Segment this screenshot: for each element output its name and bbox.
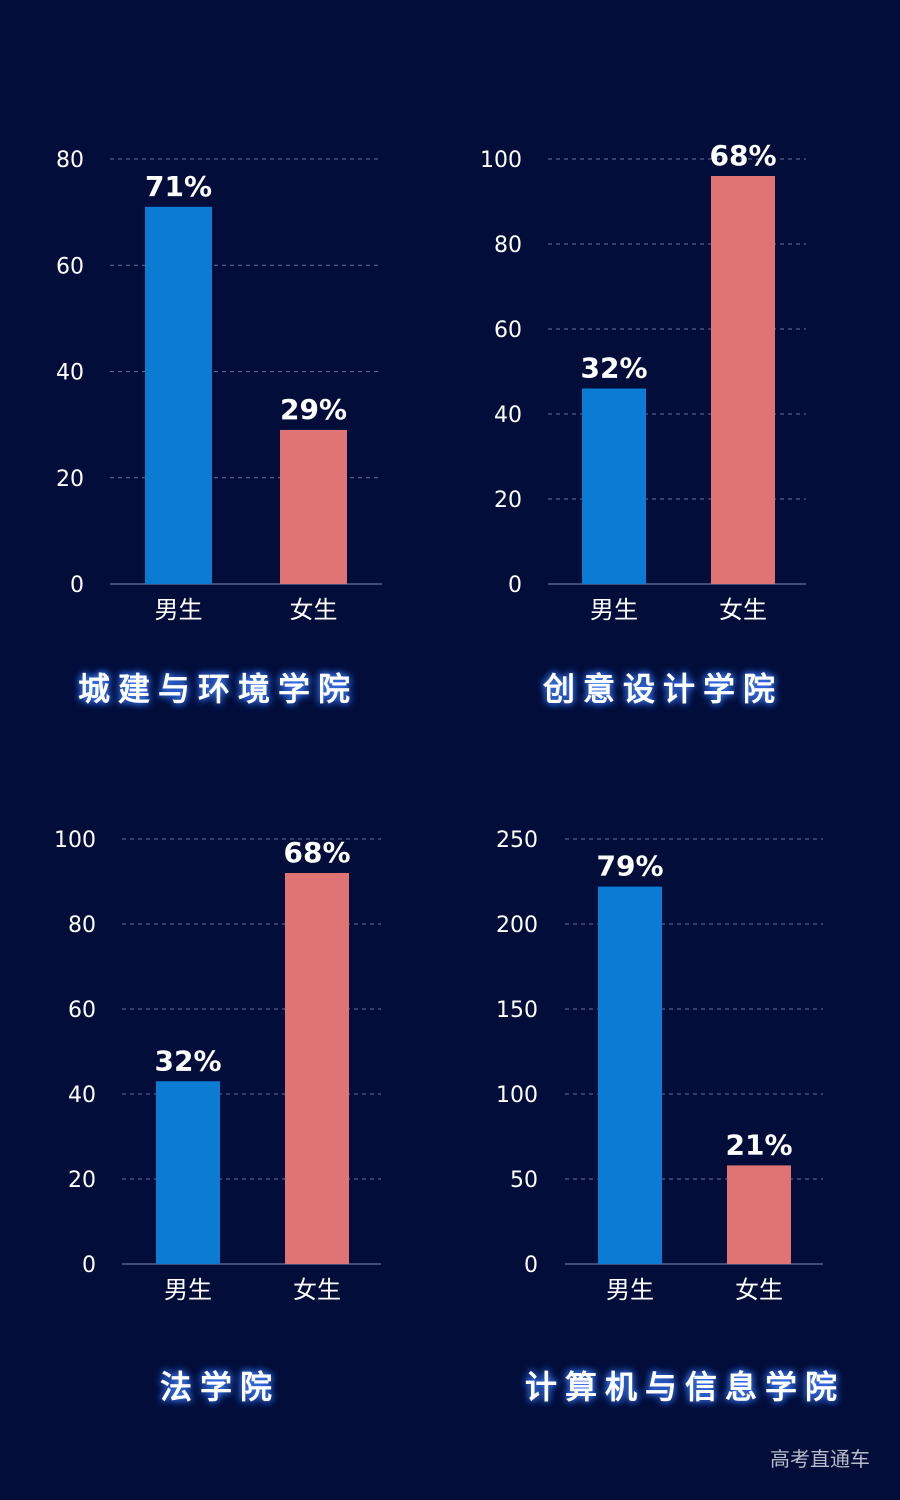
- category-label: 女生: [719, 596, 767, 624]
- bar-female: [280, 429, 347, 584]
- y-tick-label: 20: [494, 488, 522, 513]
- data-label: 68%: [283, 836, 350, 869]
- y-tick-label: 0: [82, 1253, 96, 1278]
- y-tick-label: 0: [70, 573, 84, 598]
- y-tick-label: 20: [56, 467, 84, 492]
- y-tick-label: 150: [496, 998, 538, 1023]
- bar-male: [156, 1081, 220, 1264]
- chart-title: 创意设计学院: [542, 670, 783, 708]
- category-label: 女生: [735, 1276, 783, 1304]
- data-label: 32%: [154, 1044, 221, 1077]
- y-tick-label: 60: [68, 998, 96, 1023]
- category-label: 男生: [164, 1276, 212, 1304]
- y-tick-label: 40: [56, 361, 84, 386]
- chart-title: 法学院: [160, 1368, 280, 1406]
- data-label: 68%: [709, 139, 776, 172]
- category-label: 男生: [590, 596, 638, 624]
- y-tick-label: 100: [480, 148, 522, 173]
- y-tick-label: 0: [508, 573, 522, 598]
- y-tick-label: 80: [68, 913, 96, 938]
- y-tick-label: 20: [68, 1168, 96, 1193]
- y-tick-label: 60: [56, 254, 84, 279]
- y-tick-label: 250: [496, 828, 538, 853]
- bar-male: [582, 388, 646, 584]
- bar-male: [598, 886, 662, 1264]
- data-label: 79%: [596, 850, 663, 883]
- bar-female: [711, 176, 775, 584]
- y-tick-label: 40: [68, 1083, 96, 1108]
- bar-female: [285, 873, 349, 1264]
- y-tick-label: 100: [496, 1083, 538, 1108]
- y-tick-label: 60: [494, 318, 522, 343]
- bar-female: [727, 1165, 791, 1264]
- category-label: 女生: [290, 596, 338, 624]
- category-label: 女生: [293, 1276, 341, 1304]
- chart-title: 城建与环境学院: [78, 670, 358, 708]
- y-tick-label: 200: [496, 913, 538, 938]
- y-tick-label: 80: [494, 233, 522, 258]
- y-tick-label: 50: [510, 1168, 538, 1193]
- watermark: 高考直通车: [770, 1447, 870, 1471]
- category-label: 男生: [155, 596, 203, 624]
- data-label: 29%: [280, 393, 347, 426]
- y-tick-label: 100: [54, 828, 96, 853]
- y-tick-label: 80: [56, 148, 84, 173]
- y-tick-label: 0: [524, 1253, 538, 1278]
- bar-male: [145, 206, 212, 584]
- category-label: 男生: [606, 1276, 654, 1304]
- chart-title: 计算机与信息学院: [525, 1368, 845, 1406]
- data-label: 71%: [145, 170, 212, 203]
- data-label: 32%: [580, 352, 647, 385]
- data-label: 21%: [725, 1128, 792, 1161]
- y-tick-label: 40: [494, 403, 522, 428]
